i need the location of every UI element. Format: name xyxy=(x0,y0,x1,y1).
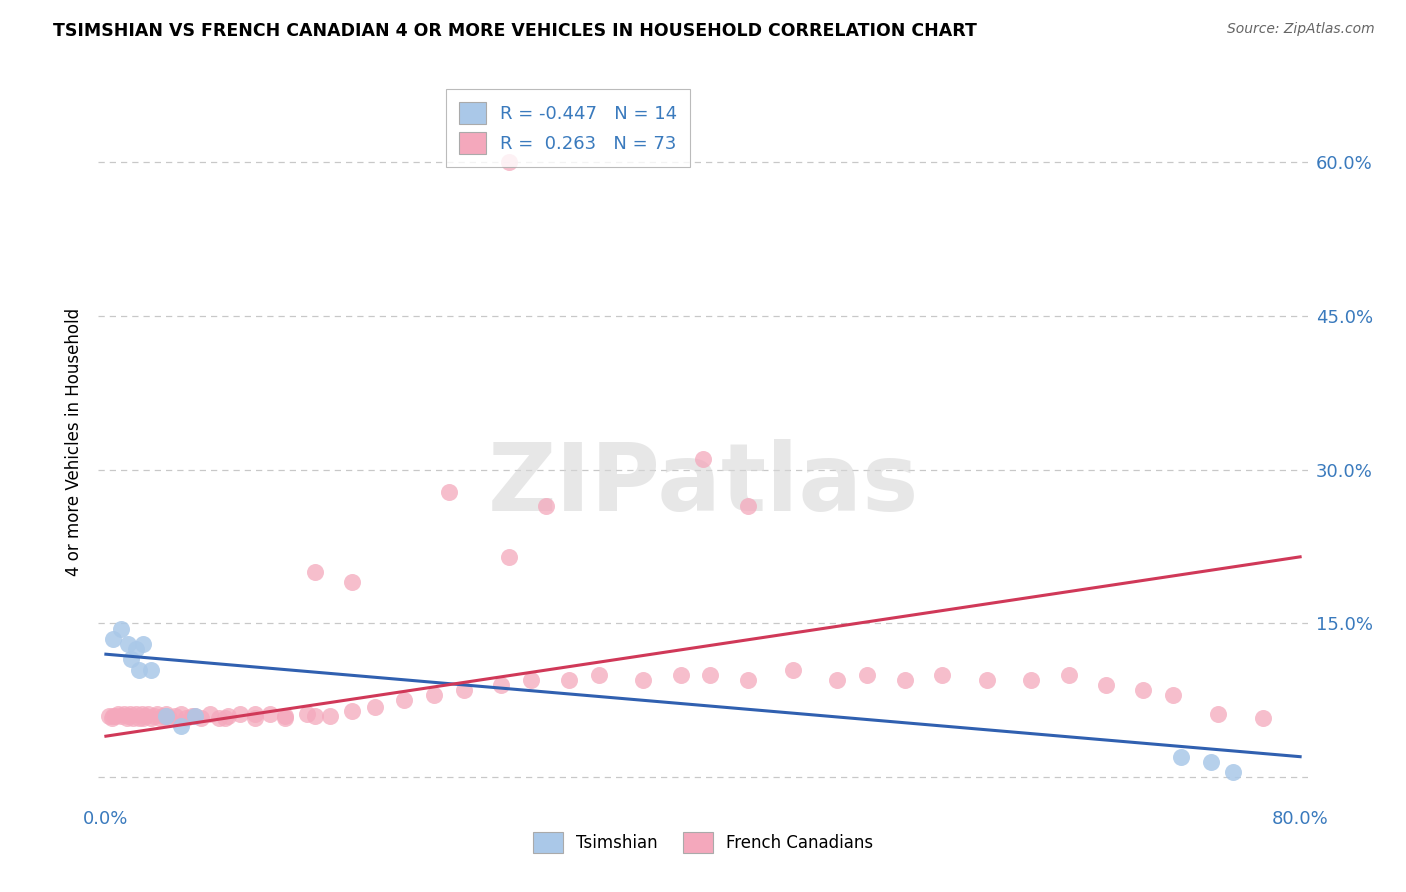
Point xyxy=(97,708,120,723)
Y-axis label: 4 or more Vehicles in Household: 4 or more Vehicles in Household xyxy=(65,308,83,575)
Point xyxy=(498,549,520,564)
Point xyxy=(169,719,191,733)
Point xyxy=(274,708,297,723)
Point xyxy=(118,706,141,721)
Point xyxy=(976,673,998,687)
Point xyxy=(304,565,326,579)
Point xyxy=(117,637,139,651)
Point xyxy=(128,663,150,677)
Point xyxy=(190,711,212,725)
Point xyxy=(131,706,153,721)
Point xyxy=(491,678,513,692)
Point xyxy=(200,706,222,721)
Point xyxy=(1222,765,1244,780)
Point xyxy=(304,708,326,723)
Point xyxy=(149,711,172,725)
Point xyxy=(633,673,655,687)
Point xyxy=(103,632,125,646)
Point xyxy=(319,708,342,723)
Point xyxy=(181,708,204,723)
Point xyxy=(737,673,759,687)
Text: TSIMSHIAN VS FRENCH CANADIAN 4 OR MORE VEHICLES IN HOUSEHOLD CORRELATION CHART: TSIMSHIAN VS FRENCH CANADIAN 4 OR MORE V… xyxy=(53,22,977,40)
Point xyxy=(184,708,207,723)
Point xyxy=(536,499,558,513)
Point xyxy=(104,708,127,723)
Point xyxy=(136,706,159,721)
Point xyxy=(107,706,129,721)
Point xyxy=(394,693,416,707)
Point xyxy=(132,711,155,725)
Point xyxy=(737,499,759,513)
Point xyxy=(117,708,139,723)
Point xyxy=(139,663,162,677)
Point xyxy=(103,708,125,723)
Point xyxy=(1095,678,1118,692)
Point xyxy=(498,155,520,169)
Point xyxy=(1161,688,1184,702)
Point xyxy=(557,673,579,687)
Point xyxy=(363,700,385,714)
Point xyxy=(110,708,132,723)
Point xyxy=(259,706,281,721)
Point xyxy=(1206,706,1229,721)
Point xyxy=(1021,673,1043,687)
Point xyxy=(155,708,177,723)
Point xyxy=(520,673,543,687)
Point xyxy=(340,575,363,590)
Point xyxy=(132,637,155,651)
Point xyxy=(893,673,915,687)
Point xyxy=(128,711,150,725)
Point xyxy=(243,711,266,725)
Point xyxy=(208,711,231,725)
Point xyxy=(155,708,177,723)
Point xyxy=(169,706,191,721)
Point xyxy=(176,711,198,725)
Point xyxy=(152,708,174,723)
Text: ZIPatlas: ZIPatlas xyxy=(488,439,918,531)
Point xyxy=(157,711,180,725)
Point xyxy=(112,706,135,721)
Point xyxy=(856,667,879,681)
Point xyxy=(155,706,177,721)
Legend: Tsimshian, French Canadians: Tsimshian, French Canadians xyxy=(526,826,880,860)
Point xyxy=(115,711,138,725)
Point xyxy=(139,711,162,725)
Point xyxy=(134,708,156,723)
Text: Source: ZipAtlas.com: Source: ZipAtlas.com xyxy=(1227,22,1375,37)
Point xyxy=(1132,683,1154,698)
Point xyxy=(110,622,132,636)
Point xyxy=(229,706,252,721)
Point xyxy=(588,667,610,681)
Point xyxy=(340,704,363,718)
Point xyxy=(125,642,148,657)
Point xyxy=(439,485,461,500)
Point xyxy=(121,711,143,725)
Point xyxy=(125,706,148,721)
Point xyxy=(1170,749,1192,764)
Point xyxy=(1057,667,1080,681)
Point xyxy=(692,452,714,467)
Point xyxy=(214,711,236,725)
Point xyxy=(1199,755,1222,769)
Point xyxy=(274,711,297,725)
Point xyxy=(101,711,124,725)
Point xyxy=(184,708,207,723)
Point xyxy=(217,708,239,723)
Point xyxy=(669,667,692,681)
Point xyxy=(931,667,953,681)
Point xyxy=(120,652,142,666)
Point xyxy=(699,667,721,681)
Point xyxy=(453,683,475,698)
Point xyxy=(297,706,319,721)
Point xyxy=(145,706,167,721)
Point xyxy=(142,708,165,723)
Point xyxy=(163,708,186,723)
Point xyxy=(423,688,446,702)
Point xyxy=(827,673,849,687)
Point xyxy=(782,663,804,677)
Point xyxy=(243,706,266,721)
Point xyxy=(1251,711,1274,725)
